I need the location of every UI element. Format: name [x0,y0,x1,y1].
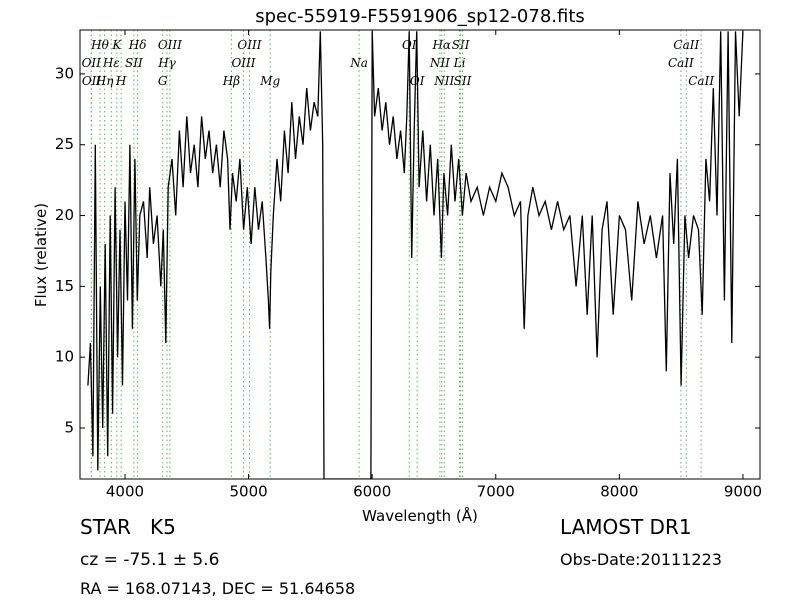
x-tick-label: 9000 [724,483,762,501]
y-tick-label: 15 [55,277,74,295]
marker-label: Mg [259,74,280,88]
x-tick-label: 7000 [477,483,515,501]
x-tick-label: 5000 [229,483,267,501]
marker-label: OIII [231,56,255,70]
marker-label: SII [452,38,470,52]
y-tick-label: 20 [55,206,74,224]
obs-date: Obs-Date:20111223 [560,550,722,569]
marker-label: Hε [102,56,120,70]
marker-label: NII [433,74,454,88]
plot-area [87,31,744,479]
marker-label: Hδ [128,38,147,52]
marker-label: Hβ [222,74,240,88]
x-tick-label: 6000 [353,483,391,501]
marker-label: Hη [95,74,114,88]
redshift: cz = -75.1 ± 5.6 [80,550,219,570]
marker-label: SII [125,56,143,70]
marker-label: NII [429,56,450,70]
marker-label: CaII [668,56,694,70]
marker-label: Li [453,56,466,70]
marker-label: OIII [158,38,182,52]
survey: LAMOST DR1 [560,515,692,539]
marker-label: K [111,38,122,52]
y-axis-label: Flux (relative) [32,203,50,307]
chart-title: spec-55919-F5591906_sp12-078.fits [255,6,585,27]
x-tick-label: 8000 [600,483,638,501]
marker-label: OIII [237,38,261,52]
marker-label: Hα [431,38,451,52]
marker-label: Hγ [157,56,176,70]
plot-frame [79,29,761,480]
marker-label: SII [454,74,472,88]
axes: 4000 5000 6000 7000 8000 9000 5 10 15 20 25 30 [55,29,762,501]
x-tick-label: 4000 [106,483,144,501]
y-tick-label: 10 [55,348,74,366]
marker-label: Hθ [90,38,109,52]
y-tick-label: 25 [55,135,74,153]
marker-label: CaII [673,38,699,52]
object-class: STAR K5 [80,515,176,539]
marker-label: Na [349,56,368,70]
marker-label: OII [82,74,102,88]
y-tick-label: 30 [55,64,74,82]
y-tick-label: 5 [64,419,74,437]
x-axis-label: Wavelength (Å) [362,506,478,525]
marker-label: CaII [688,74,714,88]
marker-label: H [115,74,127,88]
marker-label: G [158,74,168,88]
coordinates: RA = 168.07143, DEC = 51.64658 [80,579,355,598]
spectrum-line [87,31,744,479]
